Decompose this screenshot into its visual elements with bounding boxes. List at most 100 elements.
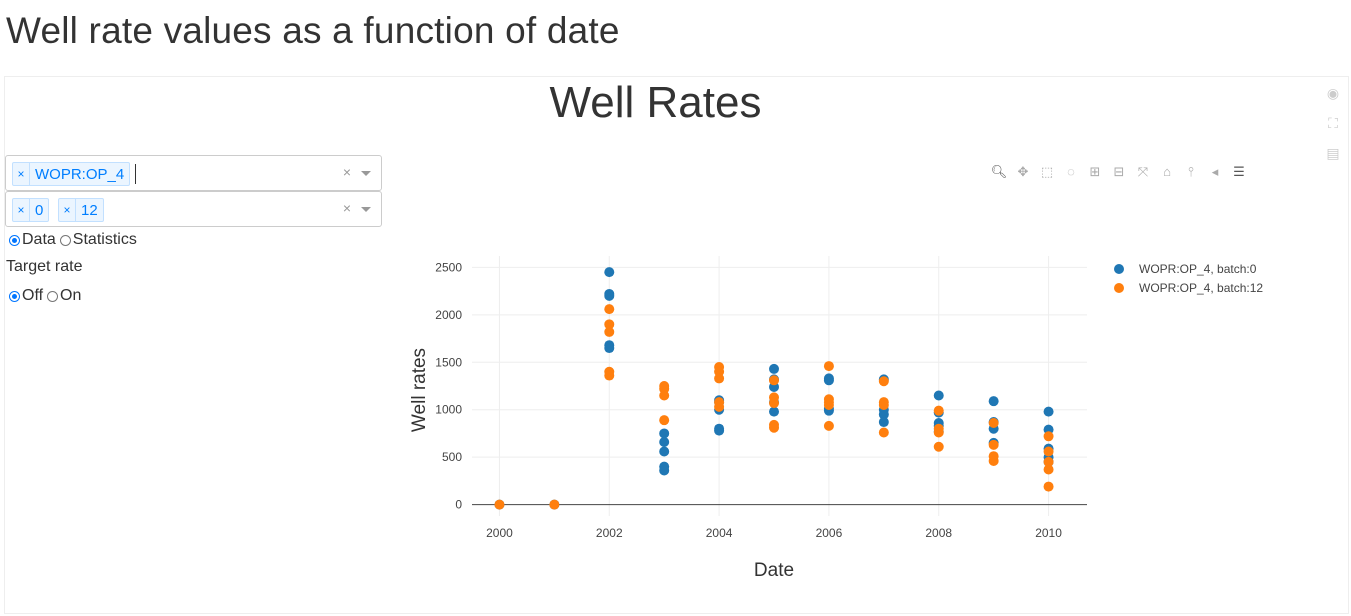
hover-compare-icon[interactable]: ☰ xyxy=(1233,164,1245,179)
radio-on-label: On xyxy=(60,287,82,304)
lasso-icon[interactable]: ◌ xyxy=(1067,164,1075,179)
data-point[interactable] xyxy=(659,415,670,426)
data-point[interactable] xyxy=(1043,446,1054,457)
data-point[interactable] xyxy=(659,465,670,476)
data-point[interactable] xyxy=(878,427,889,438)
x-tick-label: 2010 xyxy=(1035,526,1062,540)
remove-tag-icon[interactable]: × xyxy=(13,199,30,221)
data-point[interactable] xyxy=(823,375,834,386)
legend-label[interactable]: WOPR:OP_4, batch:0 xyxy=(1139,262,1257,276)
data-point[interactable] xyxy=(988,455,999,466)
batch-tag-label: 0 xyxy=(35,201,44,219)
home-icon[interactable]: ⌂ xyxy=(1163,164,1171,179)
zoom-in-icon[interactable]: ⊞ xyxy=(1089,164,1101,179)
radio-statistics-label: Statistics xyxy=(72,231,137,248)
hover-closest-icon[interactable]: ◂ xyxy=(1211,164,1219,179)
chart-panel xyxy=(4,76,1349,614)
data-point[interactable] xyxy=(933,405,944,416)
spike-lines-icon[interactable]: ⫯ xyxy=(1188,164,1194,179)
data-point[interactable] xyxy=(823,361,834,372)
batch-tag: × 12 xyxy=(58,198,104,222)
data-point[interactable] xyxy=(1043,431,1054,442)
box-select-icon[interactable]: ⬚ xyxy=(1040,164,1054,179)
data-points xyxy=(494,267,1054,510)
data-point[interactable] xyxy=(604,304,615,315)
data-point[interactable] xyxy=(769,363,780,374)
data-point[interactable] xyxy=(878,376,889,387)
autoscale-icon[interactable]: ⤧ xyxy=(1137,164,1149,179)
data-point[interactable] xyxy=(1043,481,1054,492)
legend-label[interactable]: WOPR:OP_4, batch:12 xyxy=(1139,281,1263,295)
modebar: 🔍︎ ✥ ⬚ ◌ ⊞ ⊟ ⤧ ⌂ ⫯ ◂ ☰ xyxy=(990,163,1248,181)
data-point[interactable] xyxy=(714,401,725,412)
radio-data[interactable] xyxy=(9,234,20,246)
data-point[interactable] xyxy=(659,428,670,439)
data-point[interactable] xyxy=(1043,406,1054,417)
x-tick-label: 2002 xyxy=(596,526,623,540)
legend-marker[interactable] xyxy=(1114,283,1124,293)
x-tick-label: 2000 xyxy=(486,526,513,540)
data-point[interactable] xyxy=(933,427,944,438)
target-rate-label: Target rate xyxy=(6,258,83,275)
data-point[interactable] xyxy=(933,441,944,452)
vector-select[interactable]: × WOPR:OP_4 × xyxy=(5,155,382,191)
x-tick-label: 2006 xyxy=(816,526,843,540)
data-point[interactable] xyxy=(659,436,670,447)
pan-icon[interactable]: ✥ xyxy=(1017,164,1029,179)
y-tick-label: 1000 xyxy=(435,403,462,417)
y-tick-label: 1500 xyxy=(435,355,462,369)
data-point[interactable] xyxy=(604,319,615,330)
data-point[interactable] xyxy=(988,439,999,450)
data-point[interactable] xyxy=(604,326,615,337)
data-point[interactable] xyxy=(878,417,889,428)
data-point[interactable] xyxy=(659,390,670,401)
data-point[interactable] xyxy=(604,343,615,354)
data-point[interactable] xyxy=(769,422,780,433)
fullscreen-icon[interactable]: ⛶ xyxy=(1328,115,1338,131)
data-point[interactable] xyxy=(1043,464,1054,475)
data-point[interactable] xyxy=(1043,456,1054,467)
data-point[interactable] xyxy=(549,499,560,510)
document-icon[interactable]: ▤ xyxy=(1326,145,1340,161)
legend-marker[interactable] xyxy=(1114,264,1124,274)
batch-select[interactable]: × 0 × 12 × xyxy=(5,191,382,227)
text-caret xyxy=(135,164,136,184)
side-icons: ◉ ⛶ ▤ xyxy=(1324,84,1344,174)
data-point[interactable] xyxy=(714,373,725,384)
data-point[interactable] xyxy=(823,420,834,431)
chevron-down-icon[interactable] xyxy=(361,207,371,212)
data-point[interactable] xyxy=(659,446,670,457)
zoom-out-icon[interactable]: ⊟ xyxy=(1113,164,1125,179)
data-point[interactable] xyxy=(823,399,834,410)
data-point[interactable] xyxy=(769,406,780,417)
data-point[interactable] xyxy=(988,396,999,407)
radio-on[interactable] xyxy=(47,290,59,302)
data-point[interactable] xyxy=(769,375,780,386)
page-title: Well rate values as a function of date xyxy=(6,10,620,51)
data-point[interactable] xyxy=(769,398,780,409)
data-point[interactable] xyxy=(878,409,889,420)
clear-icon[interactable]: × xyxy=(342,200,351,216)
data-point[interactable] xyxy=(604,267,615,278)
radio-statistics[interactable] xyxy=(59,234,71,246)
grid xyxy=(472,256,1087,516)
remove-tag-icon[interactable]: × xyxy=(13,163,30,185)
remove-tag-icon[interactable]: × xyxy=(59,199,76,221)
radio-off[interactable] xyxy=(9,290,20,302)
vector-tag: × WOPR:OP_4 xyxy=(12,162,131,186)
eye-icon[interactable]: ◉ xyxy=(1326,85,1340,101)
data-point[interactable] xyxy=(604,290,615,301)
data-point[interactable] xyxy=(494,499,505,510)
clear-icon[interactable]: × xyxy=(342,164,351,180)
data-point[interactable] xyxy=(604,370,615,381)
data-point[interactable] xyxy=(714,425,725,436)
data-point[interactable] xyxy=(933,390,944,401)
data-point[interactable] xyxy=(878,399,889,410)
data-point[interactable] xyxy=(988,418,999,429)
zoom-icon[interactable]: 🔍︎ xyxy=(990,164,1008,179)
y-tick-label: 0 xyxy=(455,498,462,512)
vector-tag-label: WOPR:OP_4 xyxy=(35,165,125,183)
chevron-down-icon[interactable] xyxy=(361,171,371,176)
y-tick-label: 2000 xyxy=(435,308,462,322)
